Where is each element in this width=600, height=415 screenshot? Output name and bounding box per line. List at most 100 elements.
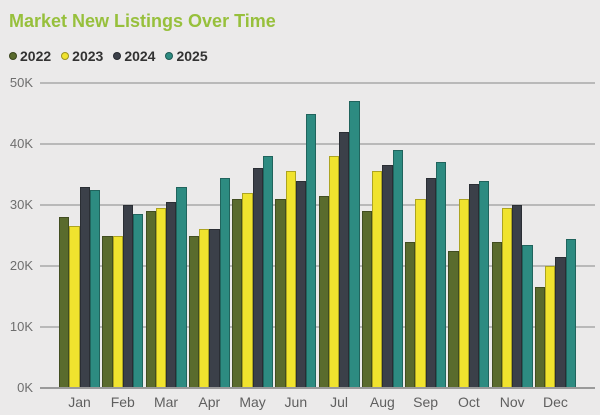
gridline-50K [40, 82, 595, 84]
bar-2023-nov[interactable] [501, 208, 513, 388]
bar-2023-dec[interactable] [545, 266, 556, 388]
bar-2024-jan[interactable] [79, 186, 90, 388]
bar-2023-feb[interactable] [112, 235, 123, 388]
bar-2025-mar[interactable] [176, 186, 187, 388]
x-tick-label-oct: Oct [458, 394, 480, 410]
bar-2024-oct[interactable] [468, 183, 480, 388]
x-tick-label-jan: Jan [68, 394, 91, 410]
legend-dot-icon-2024 [113, 52, 122, 60]
bar-2022-apr[interactable] [188, 235, 200, 388]
bar-2022-feb[interactable] [102, 235, 113, 388]
gridline-10K [40, 326, 595, 328]
bar-2023-may[interactable] [242, 192, 253, 388]
x-tick-label-jul: Jul [330, 394, 349, 410]
bar-2025-dec[interactable] [565, 238, 576, 388]
bar-2022-sep[interactable] [405, 241, 416, 388]
bar-2025-may[interactable] [262, 156, 274, 388]
bar-groups: Jan Feb Mar Apr May Jun Jul Aug Sep Oct Nov Dec [40, 83, 595, 410]
legend-item-2025[interactable]: 2025 [165, 48, 208, 64]
legend-item-2023[interactable]: 2023 [61, 48, 103, 64]
bar-2022-oct[interactable] [448, 250, 459, 388]
bar-2024-feb[interactable] [122, 205, 134, 388]
y-tick-label-0K: 0K [17, 380, 33, 395]
legend-label: 2025 [176, 48, 208, 64]
bar-2022-dec[interactable] [534, 287, 546, 388]
bar-2023-aug[interactable] [372, 171, 383, 388]
bar-2022-jun[interactable] [275, 198, 286, 388]
x-tick-label-feb: Feb [110, 394, 135, 410]
bar-2025-sep[interactable] [435, 162, 447, 388]
y-tick-label-20K: 20K [9, 258, 33, 273]
legend-dot-icon-2023 [61, 52, 70, 60]
bar-group-apr: Apr [188, 83, 230, 410]
bar-2024-jul[interactable] [339, 131, 350, 388]
legend-item-2024[interactable]: 2024 [113, 48, 155, 64]
y-tick-label-10K: 10K [9, 319, 33, 334]
x-tick-label-jun: Jun [284, 394, 308, 410]
bar-group-may: May [232, 83, 274, 410]
bar-group-nov: Nov [491, 83, 533, 410]
x-tick-label-mar: Mar [153, 394, 179, 410]
bar-2024-sep[interactable] [425, 177, 436, 388]
x-axis-line [40, 387, 595, 389]
x-tick-label-apr: Apr [198, 394, 221, 410]
legend-label: 2024 [124, 48, 156, 64]
bar-2022-mar[interactable] [145, 211, 156, 388]
x-tick-label-may: May [239, 394, 266, 410]
x-tick-label-nov: Nov [499, 394, 525, 410]
bar-2022-jul[interactable] [318, 195, 329, 388]
bar-2023-oct[interactable] [458, 198, 469, 388]
bar-2024-mar[interactable] [166, 201, 177, 388]
legend-dot-icon-2025 [165, 52, 174, 60]
bar-2024-jun[interactable] [295, 180, 307, 388]
bar-2023-jan[interactable] [69, 226, 80, 388]
bar-2025-apr[interactable] [219, 177, 230, 388]
plot-area: 0K 10K 20K 30K 40K 50K Jan Feb Mar Apr May Jun Jul Au… [10, 75, 595, 410]
bar-2025-aug[interactable] [392, 150, 403, 388]
bar-group-aug: Aug [361, 83, 403, 410]
bar-2025-oct[interactable] [479, 180, 490, 388]
bar-2025-feb[interactable] [133, 214, 144, 388]
x-tick-label-aug: Aug [369, 394, 395, 410]
bar-2022-may[interactable] [232, 198, 243, 388]
bar-group-jul: Jul [318, 83, 360, 410]
bar-group-oct: Oct [448, 83, 490, 410]
bar-group-dec: Dec [534, 83, 576, 410]
legend-item-2022[interactable]: 2022 [9, 48, 51, 64]
gridline-40K [40, 143, 595, 145]
bar-group-sep: Sep [405, 83, 447, 410]
chart-title: Market New Listings Over Time [9, 11, 276, 31]
bar-2023-jun[interactable] [285, 171, 296, 388]
bar-2025-jan[interactable] [89, 189, 100, 388]
bar-2025-jul[interactable] [349, 101, 360, 388]
legend-label: 2023 [72, 48, 104, 64]
bar-group-mar: Mar [145, 83, 187, 410]
y-tick-label-40K: 40K [9, 136, 33, 151]
bar-2022-aug[interactable] [361, 211, 373, 388]
bar-2024-apr[interactable] [209, 229, 220, 388]
x-tick-label-sep: Sep [413, 394, 439, 410]
bar-2023-apr[interactable] [199, 229, 210, 388]
y-tick-label-30K: 30K [9, 197, 33, 212]
bar-2025-nov[interactable] [522, 244, 533, 388]
bar-2024-dec[interactable] [555, 256, 566, 388]
bar-2024-aug[interactable] [382, 165, 393, 388]
bar-2024-nov[interactable] [512, 205, 523, 388]
bar-2025-jun[interactable] [306, 113, 317, 388]
bar-2023-mar[interactable] [155, 208, 167, 388]
x-tick-label-dec: Dec [542, 394, 568, 410]
legend: 2022 2023 2024 2025 [9, 48, 208, 64]
bar-2022-jan[interactable] [59, 217, 70, 388]
bar-group-feb: Feb [102, 83, 144, 410]
bar-2023-jul[interactable] [328, 156, 340, 388]
legend-label: 2022 [20, 48, 52, 64]
bar-group-jun: Jun [275, 83, 317, 410]
bar-2023-sep[interactable] [415, 198, 426, 388]
gridline-20K [40, 265, 595, 267]
bar-2022-nov[interactable] [491, 241, 502, 388]
legend-dot-icon-2022 [9, 52, 17, 60]
bar-group-jan: Jan [59, 83, 100, 410]
bar-2024-may[interactable] [252, 168, 263, 388]
y-tick-label-50K: 50K [9, 75, 33, 90]
